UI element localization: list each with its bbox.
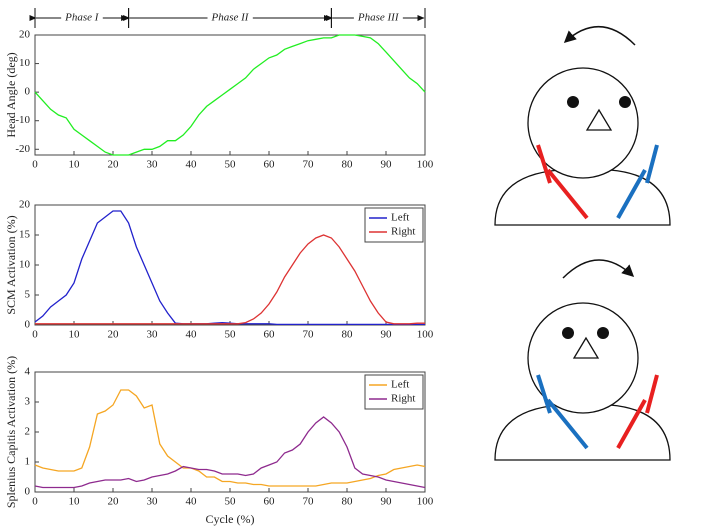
x-tick-label: 80 xyxy=(342,329,354,341)
x-tick-label: 0 xyxy=(32,496,38,508)
y-axis-label: Splenius Capitis Activation (%) xyxy=(4,356,18,508)
plot-frame xyxy=(34,34,426,156)
x-tick-label: 60 xyxy=(264,329,276,341)
y-tick-label: 10 xyxy=(19,259,31,271)
x-tick-label: 60 xyxy=(264,496,276,508)
y-tick-label: 0 xyxy=(25,319,31,331)
x-tick-label: 60 xyxy=(264,159,276,171)
x-tick-label: 90 xyxy=(381,329,393,341)
y-tick-label: -20 xyxy=(15,143,30,155)
y-axis-label: Head Angle (deg) xyxy=(4,52,18,137)
y-tick-label: 1 xyxy=(25,456,31,468)
series-line xyxy=(34,416,426,489)
x-tick-label: 10 xyxy=(69,496,81,508)
phase-label: Phase I xyxy=(64,12,100,24)
y-tick-label: 0 xyxy=(25,86,31,98)
y-tick-label: 3 xyxy=(25,396,31,408)
y-tick-label: 4 xyxy=(25,366,31,378)
legend-box xyxy=(364,374,424,410)
x-tick-label: 10 xyxy=(69,329,81,341)
x-tick-label: 50 xyxy=(225,496,237,508)
x-tick-label: 90 xyxy=(381,496,393,508)
x-tick-label: 30 xyxy=(147,159,159,171)
series-line xyxy=(34,34,426,156)
y-tick-label: -10 xyxy=(15,114,30,126)
x-tick-label: 50 xyxy=(225,159,237,171)
y-tick-label: 5 xyxy=(25,289,31,301)
legend-label: Right xyxy=(391,226,415,238)
y-tick-label: 10 xyxy=(19,57,31,69)
diagram-turn-right xyxy=(494,259,671,461)
x-tick-label: 80 xyxy=(342,496,354,508)
legend-label: Left xyxy=(391,379,409,391)
x-tick-label: 80 xyxy=(342,159,354,171)
x-tick-label: 40 xyxy=(186,496,198,508)
phase-label: Phase II xyxy=(211,12,250,24)
x-axis-label: Cycle (%) xyxy=(206,512,255,526)
x-tick-label: 100 xyxy=(417,496,434,508)
x-tick-label: 20 xyxy=(108,329,120,341)
y-tick-label: 0 xyxy=(25,486,31,498)
x-tick-label: 70 xyxy=(303,159,315,171)
x-tick-label: 100 xyxy=(417,329,434,341)
series-line xyxy=(35,234,425,325)
x-tick-label: 0 xyxy=(32,329,38,341)
y-tick-label: 2 xyxy=(25,426,31,438)
phase-label-bg xyxy=(353,13,403,23)
phase-label-bg xyxy=(207,13,253,23)
x-tick-label: 30 xyxy=(147,496,159,508)
series-line xyxy=(34,389,426,487)
legend-box xyxy=(364,207,424,243)
x-tick-label: 40 xyxy=(186,159,198,171)
x-tick-label: 70 xyxy=(303,329,315,341)
x-tick-label: 20 xyxy=(108,496,120,508)
x-tick-label: 0 xyxy=(32,159,38,171)
phase-label-bg xyxy=(61,13,103,23)
x-tick-label: 20 xyxy=(108,159,120,171)
x-tick-label: 50 xyxy=(225,329,237,341)
x-tick-label: 100 xyxy=(417,159,434,171)
x-tick-label: 10 xyxy=(69,159,81,171)
y-tick-label: 15 xyxy=(19,229,31,241)
y-tick-label: 20 xyxy=(19,199,31,211)
x-tick-label: 40 xyxy=(186,329,198,341)
diagram-turn-left xyxy=(494,26,671,226)
x-tick-label: 90 xyxy=(381,159,393,171)
x-tick-label: 70 xyxy=(303,496,315,508)
legend-label: Right xyxy=(391,393,415,405)
phase-label: Phase III xyxy=(357,12,400,24)
y-axis-label: SCM Activation (%) xyxy=(4,215,18,314)
legend-label: Left xyxy=(391,212,409,224)
x-tick-label: 30 xyxy=(147,329,159,341)
y-tick-label: 20 xyxy=(19,29,31,41)
